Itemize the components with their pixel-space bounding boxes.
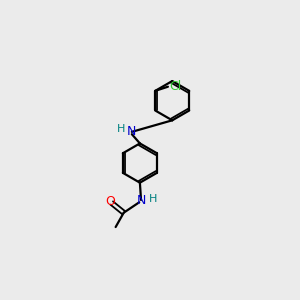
Text: O: O	[105, 195, 115, 208]
Text: N: N	[136, 194, 146, 206]
Text: H: H	[117, 124, 125, 134]
Text: H: H	[148, 194, 157, 204]
Text: N: N	[127, 125, 136, 138]
Text: Cl: Cl	[169, 80, 182, 93]
